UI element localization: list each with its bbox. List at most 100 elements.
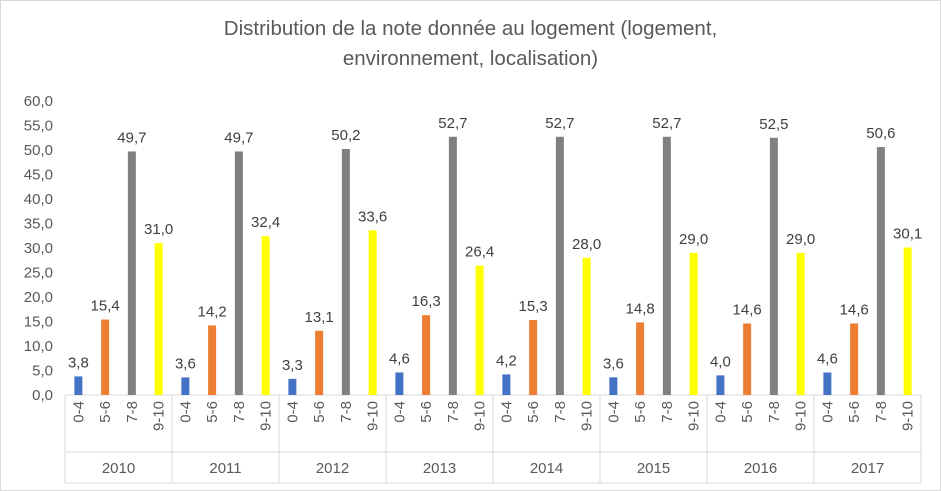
data-label: 29,0 bbox=[786, 231, 815, 248]
group-label: 2012 bbox=[316, 460, 349, 477]
category-tick-label: 0-4 bbox=[712, 401, 729, 423]
category-tick-label: 0-4 bbox=[498, 401, 515, 423]
category-tick-label: 9-10 bbox=[365, 401, 382, 431]
bar bbox=[208, 325, 217, 395]
bar bbox=[422, 315, 431, 395]
y-tick-label: 35,0 bbox=[24, 216, 53, 233]
category-tick-label: 0-4 bbox=[177, 401, 194, 423]
data-label: 3,8 bbox=[68, 354, 89, 371]
bar bbox=[636, 322, 645, 395]
category-tick-label: 7-8 bbox=[552, 401, 569, 423]
data-label: 3,6 bbox=[175, 355, 196, 372]
data-label: 4,6 bbox=[389, 350, 410, 367]
group-label: 2013 bbox=[423, 460, 456, 477]
category-tick-label: 9-10 bbox=[686, 401, 703, 431]
category-tick-label: 5-6 bbox=[97, 401, 114, 423]
data-label: 52,7 bbox=[438, 115, 467, 132]
y-tick-label: 40,0 bbox=[24, 191, 53, 208]
data-label: 52,7 bbox=[545, 115, 574, 132]
category-tick-label: 5-6 bbox=[739, 401, 756, 423]
data-label: 14,6 bbox=[733, 301, 762, 318]
y-tick-label: 55,0 bbox=[24, 118, 53, 135]
category-tick-label: 9-10 bbox=[472, 401, 489, 431]
bar bbox=[502, 374, 511, 395]
category-tick-label: 9-10 bbox=[793, 401, 810, 431]
category-tick-label: 5-6 bbox=[418, 401, 435, 423]
data-label: 4,6 bbox=[817, 350, 838, 367]
labels-layer: 3,8 15,4 49,7 31,0 3,6 14,2 49,7 32,4 3,3 13,1 50,… bbox=[68, 115, 922, 374]
group-label: 2016 bbox=[744, 460, 777, 477]
bar bbox=[582, 257, 591, 395]
data-label: 50,6 bbox=[866, 125, 895, 142]
category-tick-label: 5-6 bbox=[204, 401, 221, 423]
category-tick-label: 7-8 bbox=[231, 401, 248, 423]
data-label: 4,0 bbox=[710, 353, 731, 370]
group-label: 2014 bbox=[530, 460, 563, 477]
data-label: 15,4 bbox=[91, 298, 120, 315]
data-label: 29,0 bbox=[679, 231, 708, 248]
bar bbox=[876, 147, 885, 395]
y-tick-label: 10,0 bbox=[24, 338, 53, 355]
category-tick-label: 0-4 bbox=[284, 401, 301, 423]
category-tick-label: 7-8 bbox=[338, 401, 355, 423]
chart-title-line-2: environnement, localisation) bbox=[342, 47, 599, 70]
data-label: 49,7 bbox=[224, 129, 253, 146]
bar bbox=[823, 372, 832, 395]
y-tick-label: 20,0 bbox=[24, 289, 53, 306]
chart-title: Distribution de la note donnée au logeme… bbox=[0, 14, 941, 74]
data-label: 14,6 bbox=[840, 301, 869, 318]
data-label: 33,6 bbox=[358, 208, 387, 225]
bar bbox=[769, 137, 778, 395]
y-tick-label: 50,0 bbox=[24, 142, 53, 159]
bar bbox=[341, 149, 350, 395]
bar bbox=[743, 323, 752, 395]
category-tick-label: 9-10 bbox=[900, 401, 917, 431]
bar bbox=[796, 252, 805, 395]
bars-layer bbox=[74, 136, 912, 395]
group-label: 2015 bbox=[637, 460, 670, 477]
data-label: 50,2 bbox=[331, 127, 360, 144]
category-tick-label: 7-8 bbox=[124, 401, 141, 423]
data-label: 4,2 bbox=[496, 352, 517, 369]
data-label: 26,4 bbox=[465, 244, 494, 261]
y-tick-label: 45,0 bbox=[24, 167, 53, 184]
data-label: 52,7 bbox=[652, 115, 681, 132]
bar bbox=[850, 323, 859, 395]
chart-title-line-1: Distribution de la note donnée au logeme… bbox=[223, 17, 718, 40]
bar bbox=[609, 377, 618, 395]
bar bbox=[448, 136, 457, 395]
y-tick-label: 25,0 bbox=[24, 265, 53, 282]
bar bbox=[529, 320, 538, 395]
category-tick-label: 7-8 bbox=[873, 401, 890, 423]
data-label: 15,3 bbox=[519, 298, 548, 315]
category-tick-label: 9-10 bbox=[579, 401, 596, 431]
category-tick-label: 9-10 bbox=[258, 401, 275, 431]
bar bbox=[395, 372, 404, 395]
data-label: 30,1 bbox=[893, 226, 922, 243]
bar bbox=[689, 252, 698, 395]
bar bbox=[261, 236, 270, 395]
bar bbox=[662, 136, 671, 395]
bar bbox=[288, 378, 297, 395]
bar bbox=[154, 243, 163, 395]
group-label: 2010 bbox=[102, 460, 135, 477]
category-tick-label: 7-8 bbox=[659, 401, 676, 423]
bar bbox=[368, 230, 377, 395]
y-tick-label: 30,0 bbox=[24, 240, 53, 257]
y-tick-label: 60,0 bbox=[24, 93, 53, 110]
category-tick-label: 0-4 bbox=[819, 401, 836, 423]
data-label: 49,7 bbox=[117, 129, 146, 146]
category-tick-label: 5-6 bbox=[846, 401, 863, 423]
category-tick-label: 5-6 bbox=[525, 401, 542, 423]
category-tick-label: 9-10 bbox=[151, 401, 168, 431]
bar bbox=[74, 376, 83, 395]
data-label: 13,1 bbox=[305, 309, 334, 326]
group-label: 2017 bbox=[851, 460, 884, 477]
y-tick-label: 5,0 bbox=[32, 363, 53, 380]
bar bbox=[475, 265, 484, 395]
data-label: 14,2 bbox=[198, 303, 227, 320]
bar bbox=[127, 151, 136, 395]
category-tick-label: 0-4 bbox=[605, 401, 622, 423]
category-tick-label: 7-8 bbox=[445, 401, 462, 423]
bar bbox=[903, 247, 912, 395]
